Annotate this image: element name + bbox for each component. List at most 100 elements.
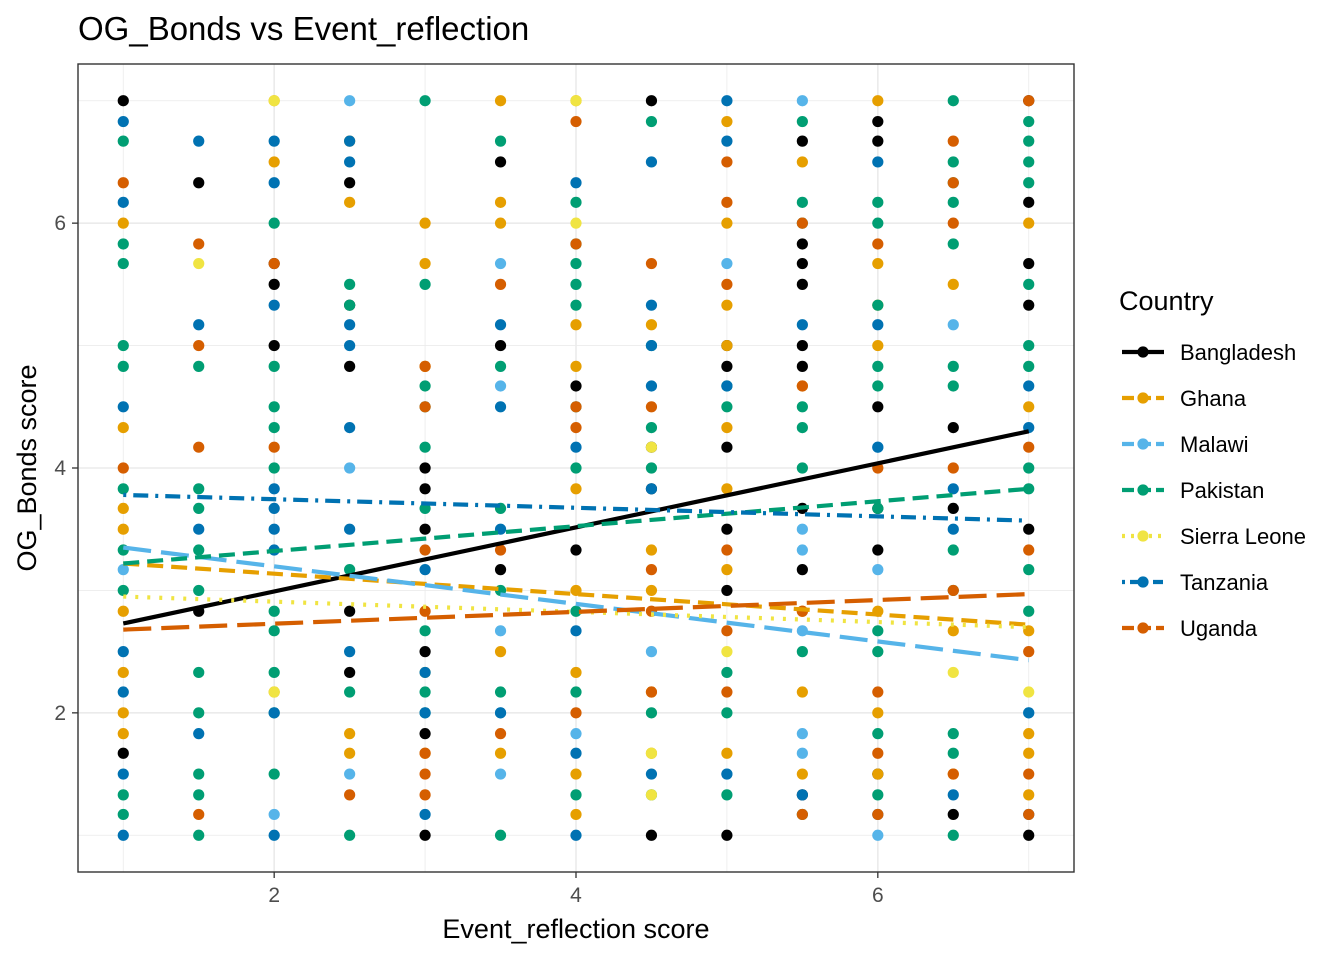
y-axis-title: OG_Bonds score bbox=[12, 364, 42, 571]
point-ghana bbox=[494, 747, 507, 759]
point-ghana bbox=[570, 768, 582, 780]
point-tanzania bbox=[721, 380, 733, 392]
point-tanzania bbox=[344, 319, 356, 331]
point-malawi bbox=[344, 95, 356, 107]
point-tanzania bbox=[117, 115, 129, 128]
point-bangladesh bbox=[872, 115, 884, 128]
point-uganda bbox=[570, 238, 582, 250]
point-tanzania bbox=[645, 156, 658, 168]
legend-label: Pakistan bbox=[1180, 478, 1264, 503]
point-ghana bbox=[721, 483, 733, 495]
point-malawi bbox=[117, 564, 129, 576]
point-ghana bbox=[1023, 728, 1035, 740]
point-uganda bbox=[872, 686, 884, 698]
point-uganda bbox=[947, 217, 959, 229]
point-uganda bbox=[117, 177, 129, 189]
point-sierra-leone bbox=[645, 747, 658, 759]
point-ghana bbox=[268, 156, 280, 168]
point-tanzania bbox=[268, 483, 280, 495]
legend-item-ghana: Ghana bbox=[1122, 386, 1247, 411]
point-pakistan bbox=[268, 666, 280, 679]
point-pakistan bbox=[645, 462, 658, 474]
point-pakistan bbox=[268, 625, 280, 637]
point-ghana bbox=[1023, 625, 1035, 637]
point-uganda bbox=[570, 422, 582, 434]
point-bangladesh bbox=[721, 829, 733, 841]
point-uganda bbox=[268, 441, 280, 453]
point-malawi bbox=[947, 319, 959, 331]
point-uganda bbox=[570, 707, 582, 719]
legend-label: Uganda bbox=[1180, 616, 1258, 641]
point-bangladesh bbox=[1023, 523, 1035, 535]
point-sierra-leone bbox=[570, 95, 582, 107]
legend-label: Bangladesh bbox=[1180, 340, 1296, 365]
point-uganda bbox=[1023, 441, 1035, 453]
point-bangladesh bbox=[1023, 299, 1035, 311]
point-pakistan bbox=[1023, 462, 1035, 474]
point-sierra-leone bbox=[268, 95, 280, 107]
point-pakistan bbox=[494, 360, 507, 372]
point-sierra-leone bbox=[570, 217, 582, 229]
point-tanzania bbox=[721, 95, 733, 107]
point-bangladesh bbox=[721, 360, 733, 372]
point-pakistan bbox=[193, 666, 205, 679]
point-pakistan bbox=[872, 380, 884, 392]
point-pakistan bbox=[570, 462, 582, 474]
point-uganda bbox=[1023, 646, 1035, 658]
point-uganda bbox=[947, 177, 959, 189]
point-ghana bbox=[796, 686, 808, 698]
point-pakistan bbox=[872, 728, 884, 740]
point-ghana bbox=[721, 115, 733, 128]
point-ghana bbox=[117, 502, 129, 514]
point-tanzania bbox=[344, 422, 356, 434]
point-malawi bbox=[344, 462, 356, 474]
point-pakistan bbox=[419, 441, 431, 453]
point-tanzania bbox=[268, 177, 280, 189]
legend-label: Tanzania bbox=[1180, 570, 1269, 595]
point-tanzania bbox=[193, 728, 205, 740]
point-pakistan bbox=[268, 462, 280, 474]
point-tanzania bbox=[872, 441, 884, 453]
point-tanzania bbox=[193, 523, 205, 535]
point-tanzania bbox=[344, 523, 356, 535]
point-pakistan bbox=[721, 666, 733, 679]
point-pakistan bbox=[645, 422, 658, 434]
point-pakistan bbox=[570, 789, 582, 801]
point-bangladesh bbox=[419, 646, 431, 658]
point-pakistan bbox=[872, 360, 884, 372]
point-ghana bbox=[117, 707, 129, 719]
point-uganda bbox=[872, 238, 884, 250]
point-uganda bbox=[419, 605, 431, 617]
point-tanzania bbox=[419, 564, 431, 576]
trend-line-bangladesh bbox=[122, 429, 1030, 626]
point-bangladesh bbox=[268, 278, 280, 290]
point-pakistan bbox=[117, 238, 129, 250]
point-pakistan bbox=[947, 238, 959, 250]
point-uganda bbox=[645, 686, 658, 698]
point-malawi bbox=[645, 646, 658, 658]
point-ghana bbox=[117, 422, 129, 434]
point-bangladesh bbox=[570, 544, 582, 556]
legend-key-point bbox=[1137, 438, 1149, 450]
point-sierra-leone bbox=[947, 666, 959, 679]
point-uganda bbox=[872, 747, 884, 759]
point-pakistan bbox=[419, 380, 431, 392]
point-bangladesh bbox=[872, 135, 884, 147]
point-tanzania bbox=[268, 707, 280, 719]
point-tanzania bbox=[193, 319, 205, 331]
legend-key-point bbox=[1137, 484, 1149, 496]
point-uganda bbox=[419, 768, 431, 780]
point-pakistan bbox=[796, 422, 808, 434]
point-pakistan bbox=[872, 646, 884, 658]
point-pakistan bbox=[117, 483, 129, 495]
point-pakistan bbox=[344, 299, 356, 311]
point-malawi bbox=[796, 728, 808, 740]
point-sierra-leone bbox=[645, 441, 658, 453]
legend: Country Bangladesh Ghana Malawi Pakistan Sie… bbox=[1119, 286, 1306, 641]
point-pakistan bbox=[494, 135, 507, 147]
point-uganda bbox=[1023, 808, 1035, 821]
point-ghana bbox=[570, 483, 582, 495]
point-pakistan bbox=[947, 747, 959, 759]
point-ghana bbox=[872, 768, 884, 780]
legend-key-point bbox=[1137, 530, 1149, 542]
